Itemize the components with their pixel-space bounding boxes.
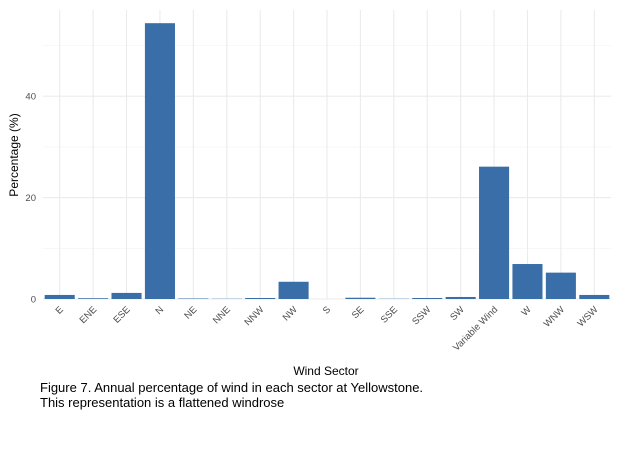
x-tick-label: SSW: [410, 304, 433, 327]
x-tick-label: WSW: [575, 304, 600, 329]
x-tick-label: NNE: [211, 304, 233, 326]
x-tick-label: W: [519, 304, 533, 318]
caption-line-2: This representation is a flattened windr…: [40, 395, 285, 410]
y-tick-labels: 0 20 40: [25, 92, 36, 306]
caption-line-1: Figure 7. Annual percentage of wind in e…: [40, 380, 424, 395]
y-tick-label: 0: [31, 295, 36, 306]
bar-sw: [445, 296, 476, 299]
x-tick-label: SW: [448, 304, 467, 323]
x-tick-label: N: [153, 304, 166, 317]
x-axis-title: Wind Sector: [293, 364, 358, 378]
y-axis-title: Percentage (%): [7, 113, 21, 196]
bar-wsw: [579, 294, 610, 299]
bar-wnw: [545, 272, 576, 299]
bar-ese: [111, 292, 142, 299]
grid-layer: [43, 10, 611, 300]
y-tick-label: 20: [25, 193, 36, 204]
bar-layer: [44, 23, 610, 299]
x-tick-label: WNW: [542, 304, 567, 329]
y-tick-label: 40: [25, 92, 36, 103]
bar-se: [345, 297, 376, 299]
x-tick-label: E: [54, 304, 66, 316]
bar-chart: 0 20 40 E ENE ESE N NE NNE NNW NW S SE SSE SSW SW Varia…: [7, 10, 611, 378]
x-tick-label: ENE: [78, 304, 100, 326]
bar-variable-wind: [479, 166, 510, 299]
x-tick-label: ESE: [111, 304, 132, 325]
x-tick-label: SSE: [379, 304, 400, 325]
x-tick-label: SE: [350, 304, 367, 321]
bar-ssw: [412, 297, 443, 299]
x-tick-label: NE: [182, 304, 199, 321]
x-tick-label: NW: [281, 304, 300, 323]
bar-nw: [278, 281, 309, 299]
x-tick-label: NNW: [242, 304, 266, 328]
bar-e: [44, 294, 75, 299]
bar-n: [144, 23, 175, 299]
x-tick-label: S: [321, 304, 333, 316]
figure-caption: Figure 7. Annual percentage of wind in e…: [40, 380, 610, 410]
bar-w: [512, 264, 543, 299]
bar-nnw: [245, 297, 276, 299]
bar-ene: [78, 298, 109, 299]
bar-ne: [178, 298, 209, 299]
